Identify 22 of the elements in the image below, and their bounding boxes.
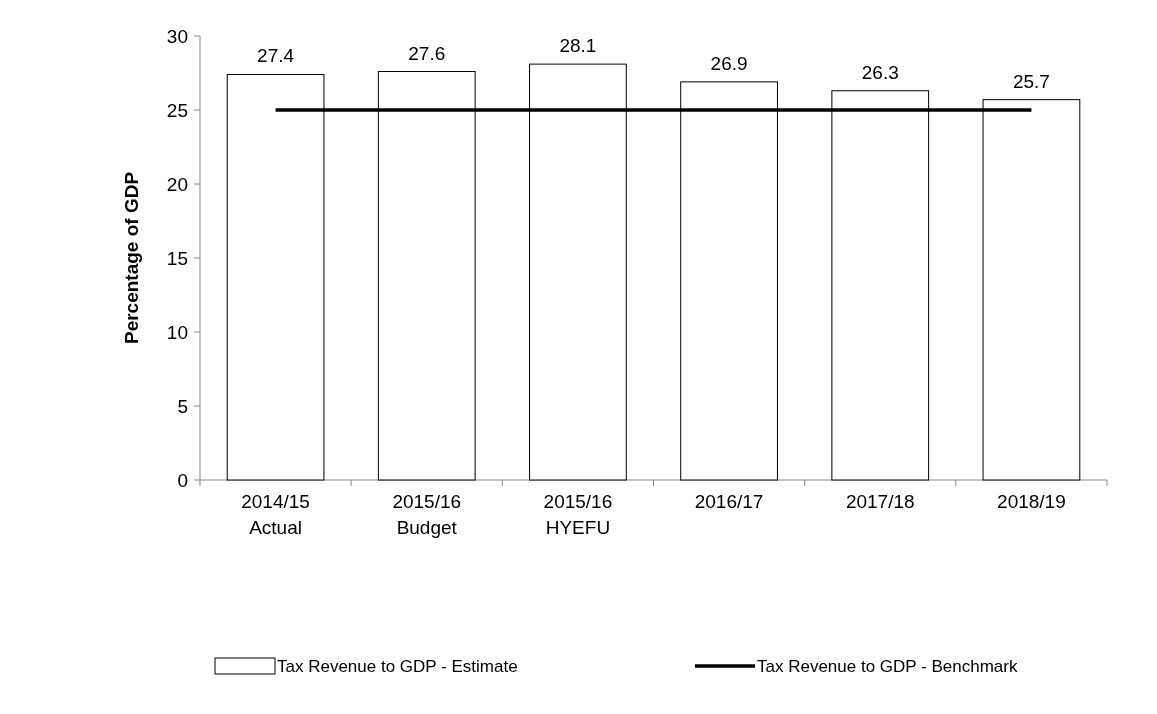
data-label: 28.1 xyxy=(559,35,597,57)
y-axis-title: Percentage of GDP xyxy=(121,171,142,345)
data-label: 25.7 xyxy=(1012,70,1050,92)
x-tick-label: 2018/19 xyxy=(997,491,1066,512)
y-tick-label: 20 xyxy=(166,173,188,195)
data-label: 26.3 xyxy=(861,61,899,83)
x-tick-label: 2016/17 xyxy=(694,491,764,512)
data-label: 27.4 xyxy=(257,45,295,67)
y-tick-label: 15 xyxy=(166,247,188,269)
y-tick-label: 0 xyxy=(177,469,188,491)
y-tick-label: 5 xyxy=(177,395,188,417)
x-tick-label: 2015/16 HYEFU xyxy=(543,491,613,538)
data-label: 27.6 xyxy=(408,42,446,64)
x-tick-label: 2015/16 Budget xyxy=(392,491,462,538)
y-tick-label: 10 xyxy=(166,321,188,343)
legend-label: Tax Revenue to GDP - Benchmark xyxy=(757,656,1018,676)
x-tick-label: 2017/18 xyxy=(845,491,915,512)
x-tick-label: 2014/15 Actual xyxy=(241,491,310,538)
legend-label: Tax Revenue to GDP - Estimate xyxy=(277,656,518,676)
y-tick-label: 25 xyxy=(166,99,188,121)
y-tick-label: 30 xyxy=(166,25,188,47)
data-label: 26.9 xyxy=(710,52,748,74)
